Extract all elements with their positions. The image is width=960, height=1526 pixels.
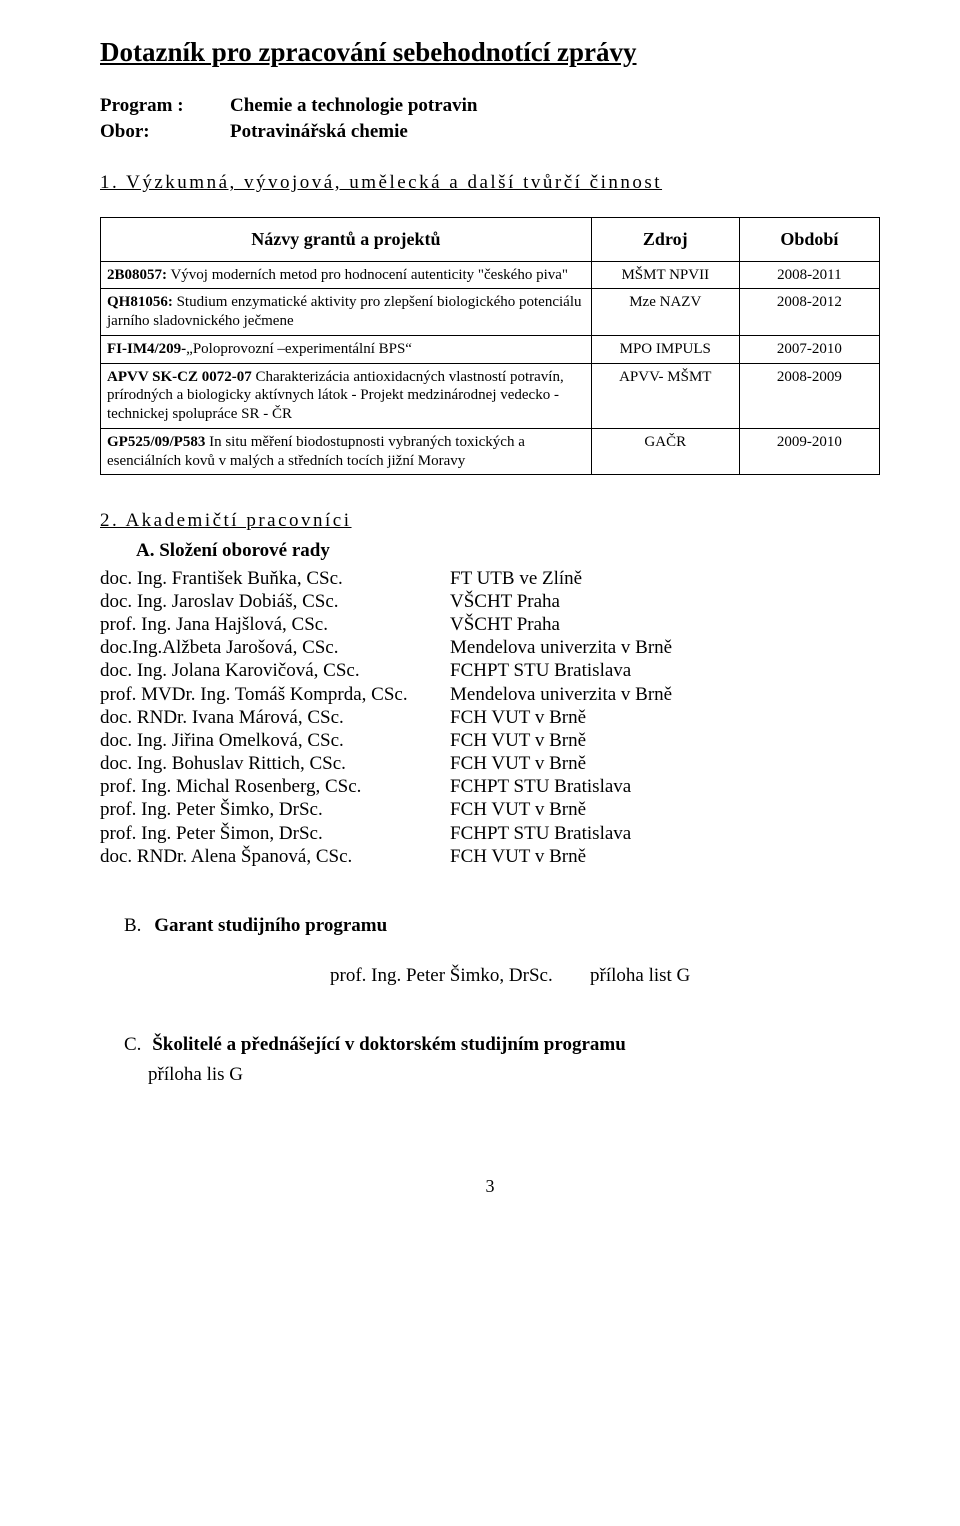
list-item: prof. Ing. Michal Rosenberg, CSc.FCHPT S… — [100, 775, 880, 798]
grants-header-zdroj: Zdroj — [591, 218, 739, 262]
board-member-name: doc. RNDr. Alena Španová, CSc. — [100, 845, 450, 868]
grant-name-cell: 2B08057: Vývoj moderních metod pro hodno… — [101, 261, 592, 289]
list-item: prof. MVDr. Ing. Tomáš Komprda, CSc.Mend… — [100, 683, 880, 706]
subsection-a-heading: A. Složení oborové rady — [136, 539, 880, 563]
board-member-name: prof. Ing. Jana Hajšlová, CSc. — [100, 613, 450, 636]
garant-note: příloha list G — [590, 964, 690, 988]
grant-name-cell: APVV SK-CZ 0072-07 Charakterizácia antio… — [101, 363, 592, 428]
obor-value: Potravinářská chemie — [230, 120, 408, 144]
board-member-name: doc. RNDr. Ivana Márová, CSc. — [100, 706, 450, 729]
list-item: doc.Ing.Alžbeta Jarošová, CSc.Mendelova … — [100, 636, 880, 659]
program-row: Program : Chemie a technologie potravin — [100, 94, 880, 118]
subsection-c-text: Školitelé a přednášející v doktorském st… — [152, 1034, 626, 1055]
table-row: QH81056: Studium enzymatické aktivity pr… — [101, 289, 880, 336]
board-member-institution: VŠCHT Praha — [450, 590, 880, 613]
page-number: 3 — [100, 1175, 880, 1198]
grants-table: Názvy grantů a projektů Zdroj Období 2B0… — [100, 217, 880, 475]
board-member-institution: FCHPT STU Bratislava — [450, 775, 880, 798]
board-member-institution: Mendelova univerzita v Brně — [450, 683, 880, 706]
board-member-institution: VŠCHT Praha — [450, 613, 880, 636]
board-member-name: prof. Ing. Michal Rosenberg, CSc. — [100, 775, 450, 798]
grant-name-cell: FI-IM4/209-„Poloprovozní –experimentální… — [101, 335, 592, 363]
grant-obdobi-cell: 2007-2010 — [739, 335, 879, 363]
board-list: doc. Ing. František Buňka, CSc.FT UTB ve… — [100, 567, 880, 868]
table-row: GP525/09/P583 In situ měření biodostupno… — [101, 428, 880, 475]
obor-label: Obor: — [100, 120, 230, 144]
board-member-name: prof. Ing. Peter Šimon, DrSc. — [100, 822, 450, 845]
subsection-b-text: Garant studijního programu — [154, 915, 387, 936]
grant-zdroj-cell: MŠMT NPVII — [591, 261, 739, 289]
board-member-institution: FCHPT STU Bratislava — [450, 822, 880, 845]
table-row: FI-IM4/209-„Poloprovozní –experimentální… — [101, 335, 880, 363]
board-member-name: doc. Ing. Bohuslav Rittich, CSc. — [100, 752, 450, 775]
board-member-name: doc.Ing.Alžbeta Jarošová, CSc. — [100, 636, 450, 659]
list-item: doc. Ing. Jolana Karovičová, CSc.FCHPT S… — [100, 659, 880, 682]
obor-row: Obor: Potravinářská chemie — [100, 120, 880, 144]
grant-obdobi-cell: 2008-2009 — [739, 363, 879, 428]
list-item: doc. Ing. Jaroslav Dobiáš, CSc.VŠCHT Pra… — [100, 590, 880, 613]
subsection-b-label: B. — [124, 915, 141, 936]
table-row: APVV SK-CZ 0072-07 Charakterizácia antio… — [101, 363, 880, 428]
grant-zdroj-cell: GAČR — [591, 428, 739, 475]
subsection-c-label: C. — [124, 1034, 141, 1055]
board-member-institution: FCH VUT v Brně — [450, 845, 880, 868]
subsection-b-heading: B. Garant studijního programu — [124, 914, 880, 938]
list-item: doc. Ing. Bohuslav Rittich, CSc.FCH VUT … — [100, 752, 880, 775]
grants-header-obdobi: Období — [739, 218, 879, 262]
list-item: doc. RNDr. Alena Španová, CSc.FCH VUT v … — [100, 845, 880, 868]
section-2-heading: 2. Akademičtí pracovníci — [100, 509, 880, 533]
list-item: doc. Ing. Jiřina Omelková, CSc.FCH VUT v… — [100, 729, 880, 752]
document-title: Dotazník pro zpracování sebehodnotící zp… — [100, 36, 880, 70]
program-value: Chemie a technologie potravin — [230, 94, 478, 118]
priloha-c: příloha lis G — [148, 1063, 880, 1087]
list-item: prof. Ing. Jana Hajšlová, CSc.VŠCHT Prah… — [100, 613, 880, 636]
board-member-institution: FCHPT STU Bratislava — [450, 659, 880, 682]
grant-obdobi-cell: 2008-2011 — [739, 261, 879, 289]
grant-name-cell: GP525/09/P583 In situ měření biodostupno… — [101, 428, 592, 475]
garant-row: prof. Ing. Peter Šimko, DrSc. příloha li… — [330, 964, 880, 988]
table-row: 2B08057: Vývoj moderních metod pro hodno… — [101, 261, 880, 289]
board-member-name: doc. Ing. Jiřina Omelková, CSc. — [100, 729, 450, 752]
board-member-institution: Mendelova univerzita v Brně — [450, 636, 880, 659]
program-label: Program : — [100, 94, 230, 118]
board-member-name: prof. Ing. Peter Šimko, DrSc. — [100, 798, 450, 821]
list-item: prof. Ing. Peter Šimko, DrSc.FCH VUT v B… — [100, 798, 880, 821]
board-member-institution: FCH VUT v Brně — [450, 706, 880, 729]
grant-zdroj-cell: Mze NAZV — [591, 289, 739, 336]
section-1-heading: 1. Výzkumná, vývojová, umělecká a další … — [100, 171, 880, 195]
list-item: doc. RNDr. Ivana Márová, CSc.FCH VUT v B… — [100, 706, 880, 729]
grant-zdroj-cell: MPO IMPULS — [591, 335, 739, 363]
list-item: doc. Ing. František Buňka, CSc.FT UTB ve… — [100, 567, 880, 590]
board-member-institution: FCH VUT v Brně — [450, 752, 880, 775]
board-member-name: doc. Ing. Jaroslav Dobiáš, CSc. — [100, 590, 450, 613]
grant-obdobi-cell: 2009-2010 — [739, 428, 879, 475]
list-item: prof. Ing. Peter Šimon, DrSc.FCHPT STU B… — [100, 822, 880, 845]
grant-obdobi-cell: 2008-2012 — [739, 289, 879, 336]
board-member-name: doc. Ing. František Buňka, CSc. — [100, 567, 450, 590]
grant-zdroj-cell: APVV- MŠMT — [591, 363, 739, 428]
garant-name: prof. Ing. Peter Šimko, DrSc. — [330, 964, 590, 988]
board-member-name: prof. MVDr. Ing. Tomáš Komprda, CSc. — [100, 683, 450, 706]
subsection-c-heading: C. Školitelé a přednášející v doktorském… — [124, 1033, 880, 1057]
board-member-institution: FCH VUT v Brně — [450, 729, 880, 752]
grant-name-cell: QH81056: Studium enzymatické aktivity pr… — [101, 289, 592, 336]
board-member-institution: FT UTB ve Zlíně — [450, 567, 880, 590]
board-member-name: doc. Ing. Jolana Karovičová, CSc. — [100, 659, 450, 682]
board-member-institution: FCH VUT v Brně — [450, 798, 880, 821]
grants-header-names: Názvy grantů a projektů — [101, 218, 592, 262]
